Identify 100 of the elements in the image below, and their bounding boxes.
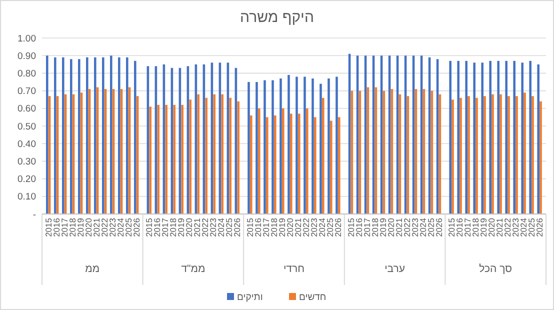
x-tick-label: 2026 [131, 218, 142, 237]
bar [173, 104, 176, 214]
x-tick-label: 2021 [192, 218, 202, 237]
x-tick-label: 2026 [232, 218, 242, 237]
bar [320, 84, 322, 214]
bar [484, 96, 486, 214]
x-tick-label: 2021 [91, 218, 102, 237]
chart-title: היקף משרה [240, 9, 314, 26]
bar [532, 96, 534, 214]
bar [280, 78, 282, 214]
x-tick-label: 2023 [410, 218, 420, 237]
x-tick-label: 2015 [144, 218, 154, 237]
bar [157, 104, 160, 214]
bar [516, 96, 518, 214]
bar [537, 64, 540, 214]
bar [296, 76, 298, 214]
x-tick-label: 2019 [478, 218, 489, 237]
bar [492, 94, 494, 214]
y-tick-label: 0.10 [18, 192, 36, 203]
bar [508, 96, 510, 214]
legend-label: ותיקים [237, 292, 263, 303]
x-tick-label: 2015 [43, 218, 54, 237]
x-tick-label: 2021 [494, 218, 505, 237]
bar [54, 57, 56, 214]
y-tick-label: 0.40 [18, 138, 36, 150]
x-tick-label: 2017 [160, 218, 170, 237]
x-tick-label: 2024 [115, 218, 126, 237]
bar [500, 94, 502, 214]
bar [505, 60, 508, 214]
x-tick-label: 2022 [300, 218, 311, 237]
x-tick-label: 2021 [394, 218, 404, 237]
y-tick-label: - [32, 209, 36, 220]
bar [165, 104, 168, 214]
y-tick-label: 0.60 [18, 104, 36, 115]
bar [513, 60, 516, 214]
x-tick-label: 2015 [244, 218, 255, 237]
x-tick-label: 2021 [292, 218, 303, 237]
y-tick-label: 0.90 [18, 50, 36, 62]
y-tick-label: 0.70 [18, 86, 36, 98]
bar [282, 108, 284, 214]
bar [189, 100, 192, 214]
x-tick-label: 2022 [99, 218, 110, 237]
bar [312, 78, 314, 214]
x-tick-label: 2024 [518, 218, 529, 237]
bar [489, 60, 492, 214]
x-tick-label: 2020 [83, 218, 94, 237]
bar [78, 59, 80, 214]
bar [288, 74, 290, 214]
text: ממ"ד [181, 263, 206, 275]
y-tick-label: 1.00 [18, 33, 36, 44]
bar [205, 98, 208, 214]
x-tick-label: 2025 [324, 218, 335, 237]
x-tick-label: 2017 [462, 218, 473, 237]
bar [298, 114, 300, 214]
x-tick-label: 2023 [308, 218, 319, 237]
x-tick-label: 2018 [470, 218, 481, 237]
bar [264, 80, 266, 214]
bar [266, 117, 268, 214]
bar [322, 98, 324, 214]
text: סך הכל [479, 263, 512, 275]
x-tick-label: 2019 [276, 218, 287, 237]
x-tick-label: 2018 [370, 218, 380, 237]
x-tick-label: 2024 [316, 218, 327, 237]
x-tick-label: 2026 [434, 218, 444, 237]
bar [62, 57, 64, 214]
bar [149, 106, 152, 214]
bar [102, 57, 104, 214]
bar [46, 56, 48, 214]
text: ערבי [384, 263, 406, 275]
x-tick-label: 2024 [418, 218, 428, 237]
x-tick-label: 2016 [51, 218, 62, 237]
x-tick-label: 2024 [216, 218, 226, 237]
x-tick-label: 2022 [200, 218, 210, 237]
bar [497, 60, 500, 214]
bar [306, 108, 308, 214]
x-tick-label: 2025 [123, 218, 134, 237]
bar [314, 117, 316, 214]
x-tick-label: 2015 [346, 218, 356, 237]
bar [94, 57, 96, 214]
x-tick-label: 2018 [268, 218, 279, 237]
x-tick-label: 2016 [354, 218, 364, 237]
x-tick-label: 2025 [224, 218, 234, 237]
x-tick-label: 2016 [252, 218, 263, 237]
bar [197, 94, 200, 214]
x-tick-label: 2019 [378, 218, 388, 237]
y-tick-label: 0.50 [18, 121, 36, 132]
text: ממ [85, 263, 100, 275]
x-tick-label: 2016 [454, 218, 465, 237]
x-tick-label: 2017 [362, 218, 372, 237]
x-tick-label: 2016 [152, 218, 162, 237]
y-tick-label: 0.80 [18, 68, 36, 80]
text: חרדי [283, 263, 305, 275]
bar [70, 59, 72, 214]
x-tick-label: 2019 [176, 218, 186, 237]
x-tick-label: 2025 [426, 218, 436, 237]
bar [481, 62, 484, 214]
x-tick-label: 2020 [284, 218, 295, 237]
bar [274, 115, 276, 214]
x-tick-label: 2020 [386, 218, 396, 237]
x-tick-label: 2026 [534, 218, 545, 237]
